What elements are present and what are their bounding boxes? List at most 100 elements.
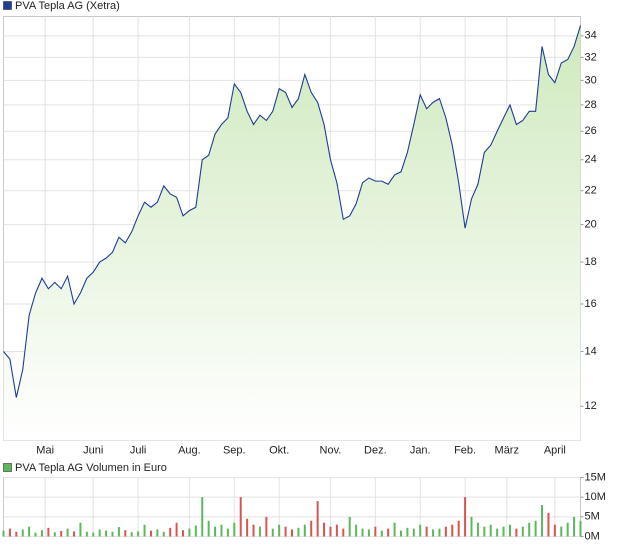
y-tick-label: 16 (585, 298, 597, 310)
volume-bar (252, 524, 255, 537)
price-area (3, 25, 581, 441)
volume-bar (432, 529, 435, 537)
volume-bar (355, 524, 358, 537)
volume-bar (284, 526, 287, 537)
volume-bar (98, 529, 101, 537)
volume-bar (130, 532, 133, 537)
x-tick-label: Sep. (223, 444, 246, 456)
x-tick-label: Juli (130, 444, 147, 456)
volume-bar (34, 532, 37, 537)
y-tick-label: 28 (585, 99, 597, 111)
volume-bar (143, 524, 146, 537)
volume-bar (387, 528, 390, 537)
volume-bar (348, 516, 351, 537)
volume-bar (278, 524, 281, 537)
volume-bar (547, 512, 550, 537)
volume-bar (323, 522, 326, 537)
volume-bar (214, 526, 217, 537)
y-tick-label: 24 (585, 154, 597, 166)
volume-bar (291, 529, 293, 537)
volume-bar (541, 505, 544, 537)
volume-bar (438, 528, 441, 537)
volume-bar (233, 522, 236, 537)
volume-bar (412, 528, 415, 537)
volume-bar (406, 527, 409, 537)
volume-bar (28, 526, 31, 537)
volume-bar (21, 529, 24, 537)
volume-bar (137, 531, 140, 537)
volume-bar (271, 528, 274, 537)
volume-bar (451, 524, 454, 537)
y-tick-label: 18 (585, 256, 597, 268)
volume-bar (169, 527, 172, 537)
volume-frame (3, 477, 581, 537)
volume-bar (489, 524, 492, 537)
price-line (3, 25, 582, 398)
x-tick-label: Okt. (269, 444, 289, 456)
volume-bar (316, 501, 319, 537)
volume-bar (303, 524, 306, 537)
volume-bar (367, 529, 370, 537)
volume-bar (220, 524, 223, 537)
volume-bar (310, 520, 313, 537)
y-tick-label: 12 (585, 400, 597, 412)
y-tick-label: 10M (585, 491, 606, 503)
volume-bar (182, 530, 185, 537)
volume-bar (105, 530, 108, 537)
legend-swatch (3, 1, 12, 10)
volume-bar (515, 528, 518, 537)
y-tick-label: 0M (585, 530, 600, 542)
volume-bar (335, 524, 338, 537)
y-tick-label: 32 (585, 51, 597, 63)
volume-bar (201, 497, 204, 537)
volume-bar (111, 531, 114, 537)
volume-bar (79, 522, 82, 537)
volume-bar (194, 525, 197, 537)
volume-bar (399, 530, 402, 537)
volume-bar (464, 497, 467, 537)
volume-bar (175, 522, 178, 537)
legend-swatch (3, 463, 12, 472)
x-tick-label: Nov. (320, 444, 342, 456)
volume-bar (380, 530, 383, 537)
volume-bar (508, 524, 511, 537)
legend-label: PVA Tepla AG Volumen in Euro (15, 462, 167, 474)
volume-bar (444, 526, 447, 537)
volume-bar (246, 518, 249, 537)
volume-bar (92, 532, 95, 537)
x-tick-label: Mai (36, 444, 54, 456)
volume-bar (73, 531, 76, 537)
y-tick-label: 30 (585, 74, 597, 86)
volume-bar (419, 524, 422, 537)
x-tick-label: April (544, 444, 566, 456)
x-tick-label: Dez. (364, 444, 387, 456)
volume-bar (560, 526, 563, 537)
volume-bar (60, 530, 63, 537)
volume-bar (470, 516, 473, 537)
volume-bar (553, 524, 556, 537)
x-tick-label: März (495, 444, 519, 456)
volume-bar (8, 528, 11, 537)
volume-bar (156, 529, 159, 537)
x-tick-label: Juni (83, 444, 103, 456)
legend-label: PVA Tepla AG (Xetra) (15, 0, 120, 12)
y-tick-label: 15M (585, 471, 606, 483)
volume-bar (207, 520, 210, 537)
volume-bar (239, 497, 242, 537)
y-tick-label: 20 (585, 218, 597, 230)
y-tick-label: 34 (585, 30, 597, 42)
volume-bar (40, 530, 43, 537)
volume-bar (342, 528, 345, 537)
volume-bar (496, 528, 499, 537)
volume-bar (534, 520, 537, 537)
y-tick-label: 14 (585, 345, 597, 357)
volume-bar (124, 530, 127, 537)
x-tick-label: Jan. (410, 444, 431, 456)
x-tick-label: Aug. (178, 444, 201, 456)
volume-bar (117, 527, 120, 537)
volume-bar (265, 516, 268, 537)
volume-bar (2, 530, 5, 537)
volume-bar (53, 532, 56, 537)
volume-bar (502, 526, 505, 537)
x-tick-label: Feb. (454, 444, 476, 456)
